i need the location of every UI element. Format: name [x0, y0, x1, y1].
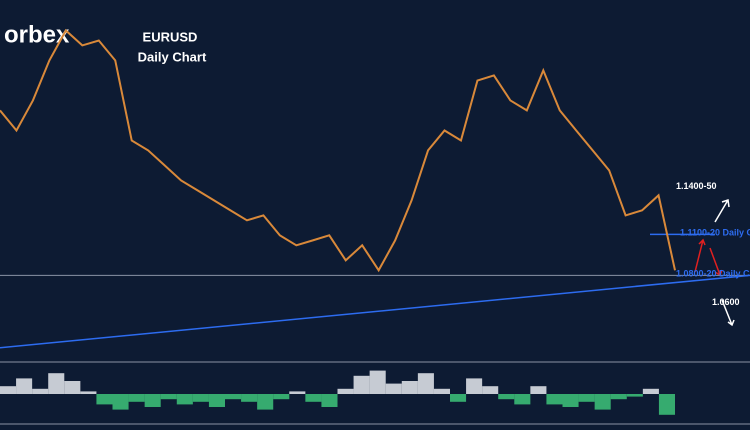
- oscillator-bar: [80, 391, 97, 394]
- oscillator-bar: [321, 394, 338, 407]
- brand-logo: orbex: [4, 21, 70, 48]
- oscillator-bar: [225, 394, 242, 400]
- oscillator-bar: [626, 394, 643, 397]
- oscillator-bar: [112, 394, 129, 410]
- oscillator-bar: [144, 394, 161, 407]
- arrows: [714, 199, 735, 327]
- trendline: [0, 274, 750, 349]
- oscillator-bar: [48, 373, 65, 394]
- annotation: 1.1100-20 Daily Close: [680, 227, 750, 237]
- oscillator-bar: [289, 391, 306, 394]
- oscillator-bar: [594, 394, 611, 410]
- oscillator-bar: [498, 394, 515, 400]
- chart-subtitle: Daily Chart: [138, 49, 207, 64]
- oscillator-bar: [433, 388, 450, 394]
- oscillator-bar: [450, 394, 467, 402]
- oscillator-bar: [64, 381, 81, 394]
- oscillator-bar: [273, 394, 290, 400]
- annotation: 1.0800-20 Daily Close: [676, 268, 750, 278]
- oscillator-bar: [353, 375, 370, 394]
- oscillator-bar: [96, 394, 113, 405]
- oscillator-bar: [401, 381, 418, 394]
- oscillator-bar: [514, 394, 531, 405]
- oscillator-bar: [562, 394, 579, 407]
- oscillator-bar: [128, 394, 145, 402]
- oscillator-bar: [658, 394, 675, 415]
- oscillator-bar: [546, 394, 563, 405]
- oscillator-bar: [160, 394, 177, 400]
- annotation: 1.0600: [712, 297, 740, 307]
- oscillator-bar: [369, 370, 386, 394]
- oscillator-bar: [530, 386, 547, 394]
- price-line: [0, 28, 676, 273]
- oscillator-bar: [0, 386, 17, 394]
- oscillator-bar: [482, 386, 499, 394]
- oscillator-bar: [610, 394, 627, 400]
- oscillator-bar: [16, 378, 33, 394]
- chart-title: EURUSD: [143, 29, 198, 44]
- oscillator-bar: [578, 394, 595, 402]
- oscillator-bar: [176, 394, 193, 405]
- oscillator-bar: [466, 378, 483, 394]
- annotation: 1.1400-50: [676, 181, 717, 191]
- oscillator-bar: [385, 383, 402, 394]
- oscillator-bar: [208, 394, 225, 407]
- oscillator-bar: [642, 388, 659, 394]
- oscillator-bar: [305, 394, 322, 402]
- oscillator-bar: [241, 394, 258, 402]
- oscillator-bar: [192, 394, 209, 402]
- oscillator-bar: [337, 388, 354, 394]
- oscillator-bar: [417, 373, 434, 394]
- oscillator-bar: [257, 394, 274, 410]
- oscillator-bar: [32, 388, 49, 394]
